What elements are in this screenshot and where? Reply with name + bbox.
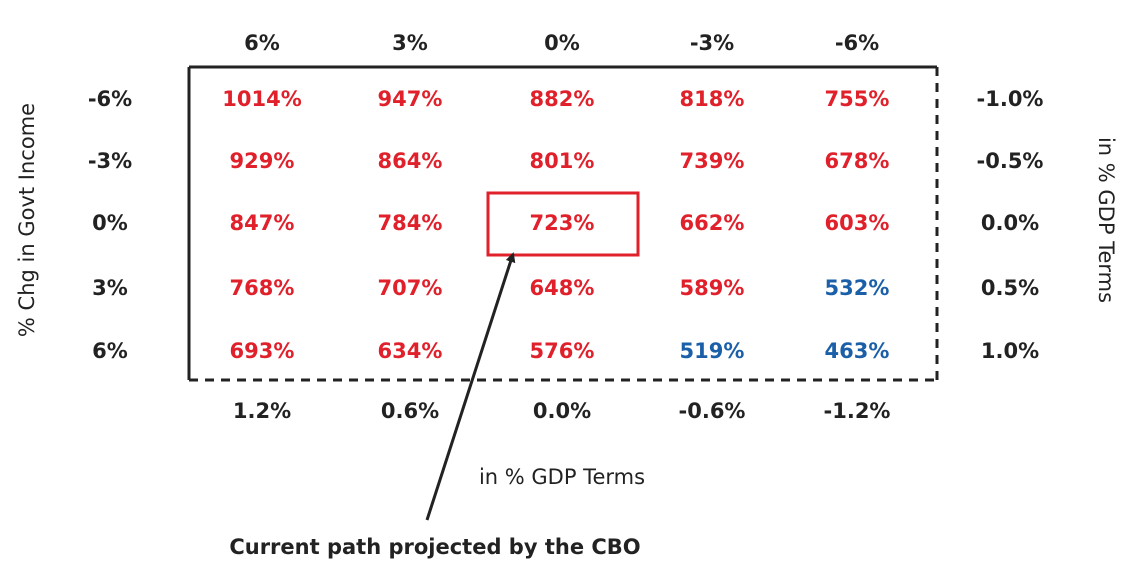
bottom-label: 0.6% xyxy=(381,399,439,423)
table-cell: 603% xyxy=(825,211,890,235)
table-cell: 519% xyxy=(680,339,745,363)
right-axis-title: in % GDP Terms xyxy=(1094,137,1118,303)
table-cell: 947% xyxy=(378,87,443,111)
table-cell: 589% xyxy=(680,276,745,300)
top-label: -6% xyxy=(835,31,879,55)
table-cell: 1014% xyxy=(222,87,302,111)
table-cell: 768% xyxy=(230,276,295,300)
right-label: 0.0% xyxy=(981,211,1039,235)
annotation-text: Current path projected by the CBO xyxy=(229,535,640,559)
table-cell: 929% xyxy=(230,149,295,173)
table-cell: 755% xyxy=(825,87,890,111)
right-label: 1.0% xyxy=(981,339,1039,363)
table-cell: 678% xyxy=(825,149,890,173)
left-label: 3% xyxy=(92,276,128,300)
table-cell: 784% xyxy=(378,211,443,235)
bottom-label: -0.6% xyxy=(679,399,746,423)
left-axis-title: % Chg in Govt Income xyxy=(15,103,39,337)
table-cell: 634% xyxy=(378,339,443,363)
table-cell: 882% xyxy=(530,87,595,111)
left-label: 6% xyxy=(92,339,128,363)
table-cell: 847% xyxy=(230,211,295,235)
table-border xyxy=(187,65,939,382)
left-label: -6% xyxy=(88,87,132,111)
table-cell: 864% xyxy=(378,149,443,173)
bottom-axis-title: in % GDP Terms xyxy=(479,465,645,489)
bottom-label: 0.0% xyxy=(533,399,591,423)
highlight-box xyxy=(486,191,640,257)
table-cell: 532% xyxy=(825,276,890,300)
table-cell: 662% xyxy=(680,211,745,235)
top-label: 0% xyxy=(544,31,580,55)
bottom-label: -1.2% xyxy=(824,399,891,423)
left-label: -3% xyxy=(88,149,132,173)
table-cell: 818% xyxy=(680,87,745,111)
table-cell: 463% xyxy=(825,339,890,363)
left-label: 0% xyxy=(92,211,128,235)
table-cell: 576% xyxy=(530,339,595,363)
table-cell: 648% xyxy=(530,276,595,300)
bottom-label: 1.2% xyxy=(233,399,291,423)
right-label: -1.0% xyxy=(977,87,1044,111)
chart-marks: 6% 3% 0% -3% -6% 1.2% 0.6% 0.0% -0.6% -1.2% -6% -3%… xyxy=(88,31,1044,423)
table-cell: 801% xyxy=(530,149,595,173)
table-cell: 693% xyxy=(230,339,295,363)
right-label: -0.5% xyxy=(977,149,1044,173)
table-cell: 723% xyxy=(530,211,595,235)
annotation-arrow xyxy=(425,252,516,521)
table-cell: 707% xyxy=(378,276,443,300)
right-label: 0.5% xyxy=(981,276,1039,300)
top-label: -3% xyxy=(690,31,734,55)
top-label: 6% xyxy=(244,31,280,55)
table-cell: 739% xyxy=(680,149,745,173)
top-label: 3% xyxy=(392,31,428,55)
